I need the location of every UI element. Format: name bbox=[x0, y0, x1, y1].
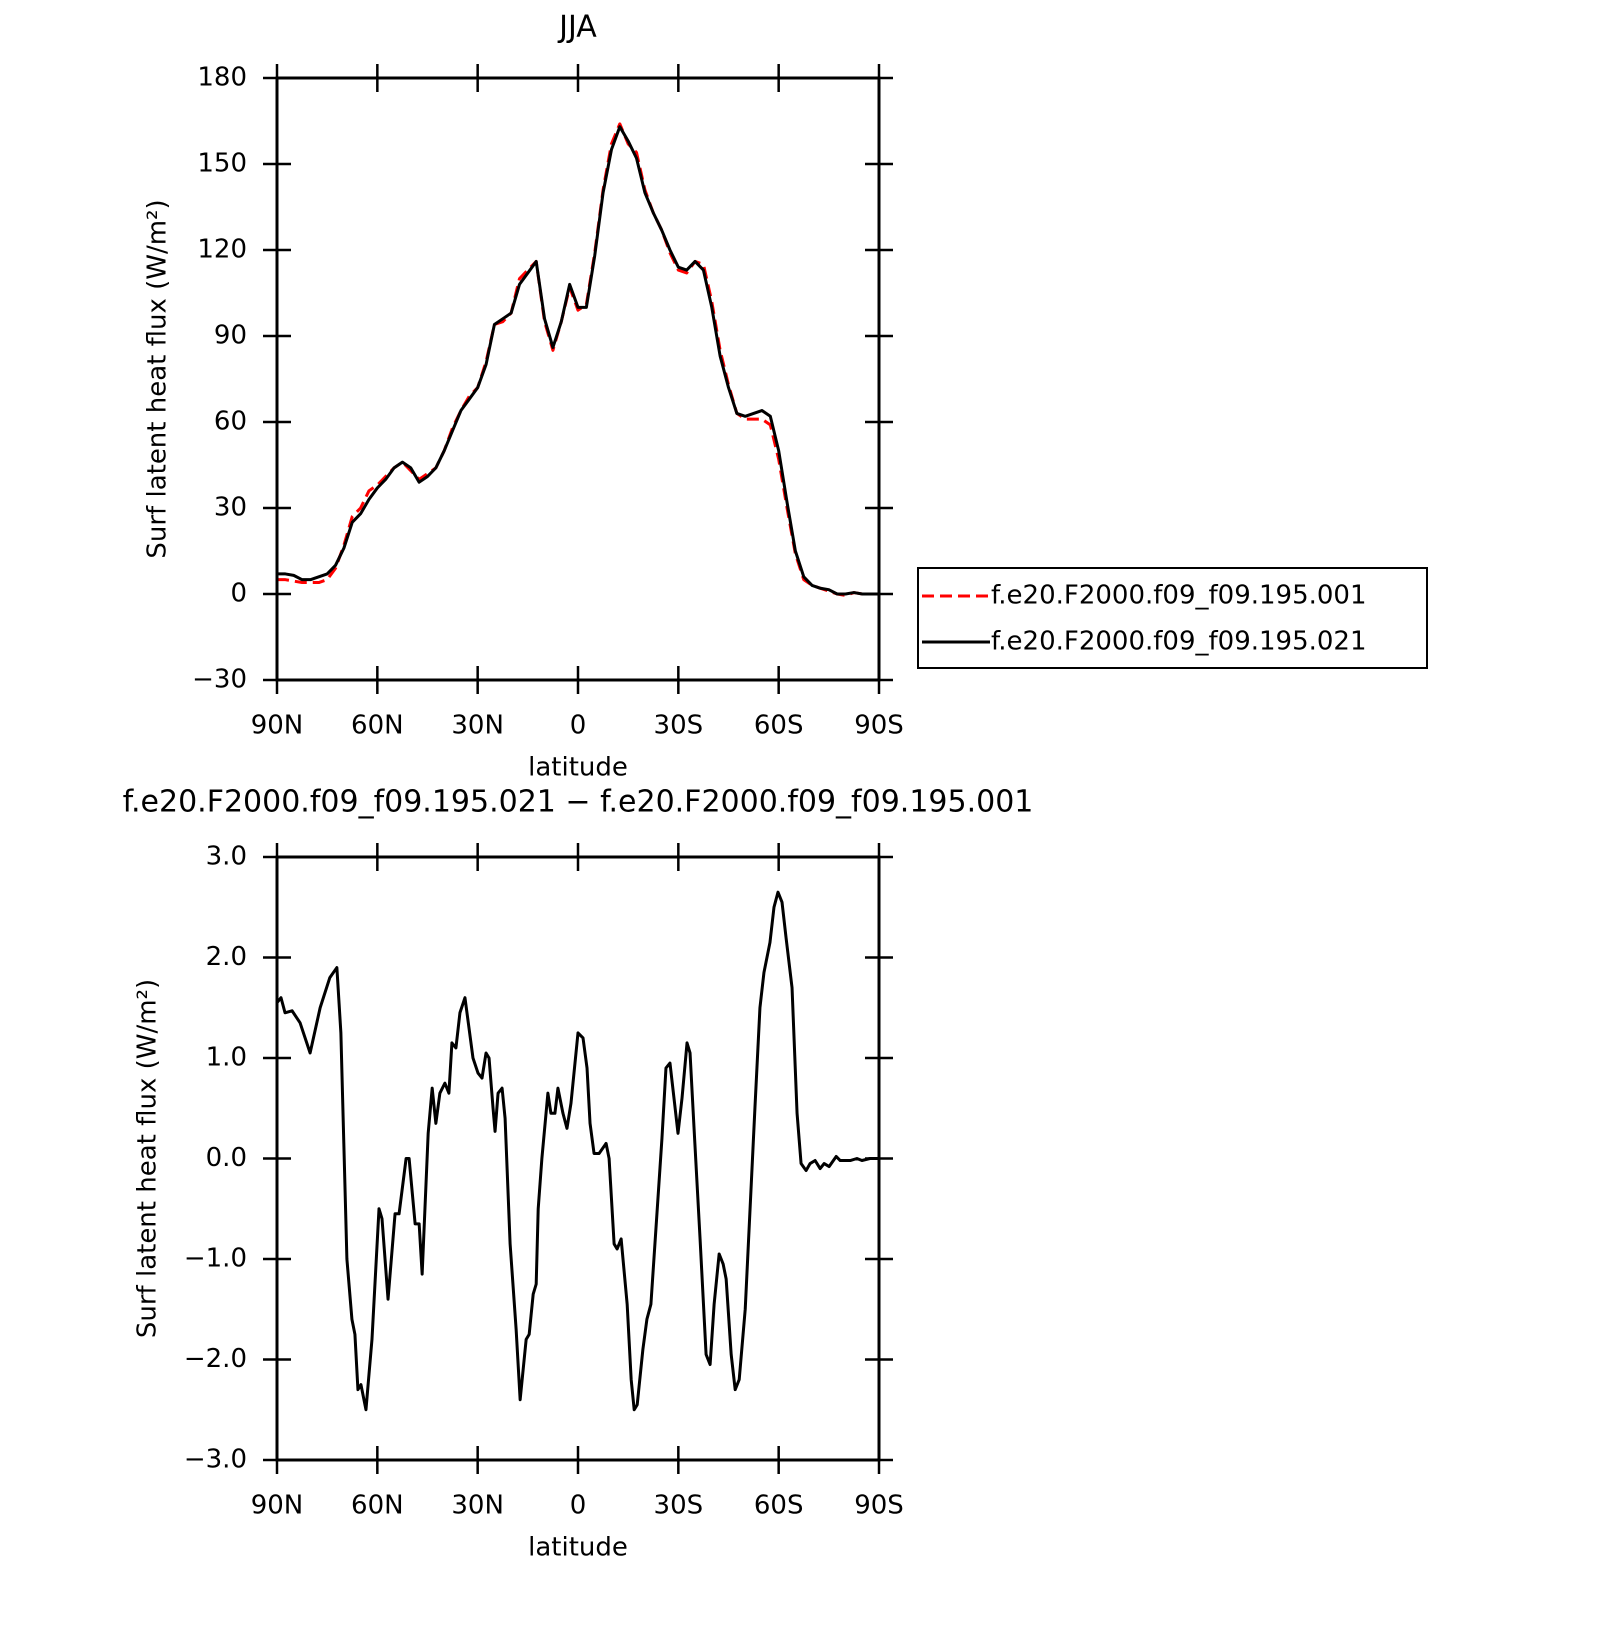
x-axis-label: latitude bbox=[528, 753, 628, 783]
x-tick-label: 60N bbox=[351, 711, 404, 741]
y-tick-label: −30 bbox=[192, 665, 247, 695]
chart-title: f.e20.F2000.f09_f09.195.021 − f.e20.F200… bbox=[123, 785, 1034, 820]
x-tick-label: 60S bbox=[754, 1491, 804, 1521]
y-axis-label: Surf latent heat flux (W/m²) bbox=[143, 199, 173, 558]
y-tick-label: 2.0 bbox=[206, 942, 247, 972]
legend-box bbox=[917, 567, 1428, 669]
x-tick-label: 90N bbox=[251, 1491, 304, 1521]
series-line bbox=[277, 125, 879, 596]
x-tick-label: 0 bbox=[570, 1491, 587, 1521]
x-axis-label: latitude bbox=[528, 1533, 628, 1563]
y-tick-label: −3.0 bbox=[184, 1445, 247, 1475]
x-tick-label: 90S bbox=[854, 1491, 904, 1521]
plot-frame bbox=[275, 855, 881, 1462]
plot-frame bbox=[275, 76, 881, 682]
x-tick-label: 30S bbox=[654, 711, 704, 741]
x-tick-label: 90S bbox=[854, 711, 904, 741]
x-tick-label: 30N bbox=[451, 1491, 504, 1521]
x-tick-label: 30S bbox=[654, 1491, 704, 1521]
x-tick-label: 60S bbox=[754, 711, 804, 741]
chart-title: JJA bbox=[557, 10, 597, 45]
legend-label: f.e20.F2000.f09_f09.195.001 bbox=[991, 581, 1367, 611]
y-tick-label: −1.0 bbox=[184, 1244, 247, 1274]
y-tick-label: 3.0 bbox=[206, 842, 247, 872]
y-tick-label: −2.0 bbox=[184, 1344, 247, 1374]
series-line bbox=[275, 890, 879, 1412]
y-tick-label: 90 bbox=[214, 321, 247, 351]
x-tick-label: 30N bbox=[451, 711, 504, 741]
y-tick-label: 180 bbox=[197, 63, 247, 93]
y-axis-label: Surf latent heat flux (W/m²) bbox=[133, 979, 163, 1338]
y-tick-label: 1.0 bbox=[206, 1043, 247, 1073]
y-tick-label: 0.0 bbox=[206, 1143, 247, 1173]
y-tick-label: 60 bbox=[214, 407, 247, 437]
y-tick-label: 150 bbox=[197, 149, 247, 179]
x-tick-label: 60N bbox=[351, 1491, 404, 1521]
series-line bbox=[277, 122, 879, 597]
y-tick-label: 120 bbox=[197, 235, 247, 265]
y-tick-label: 30 bbox=[214, 493, 247, 523]
x-tick-label: 90N bbox=[251, 711, 304, 741]
y-tick-label: 0 bbox=[230, 579, 247, 609]
x-tick-label: 0 bbox=[570, 711, 587, 741]
legend-label: f.e20.F2000.f09_f09.195.021 bbox=[991, 627, 1367, 657]
